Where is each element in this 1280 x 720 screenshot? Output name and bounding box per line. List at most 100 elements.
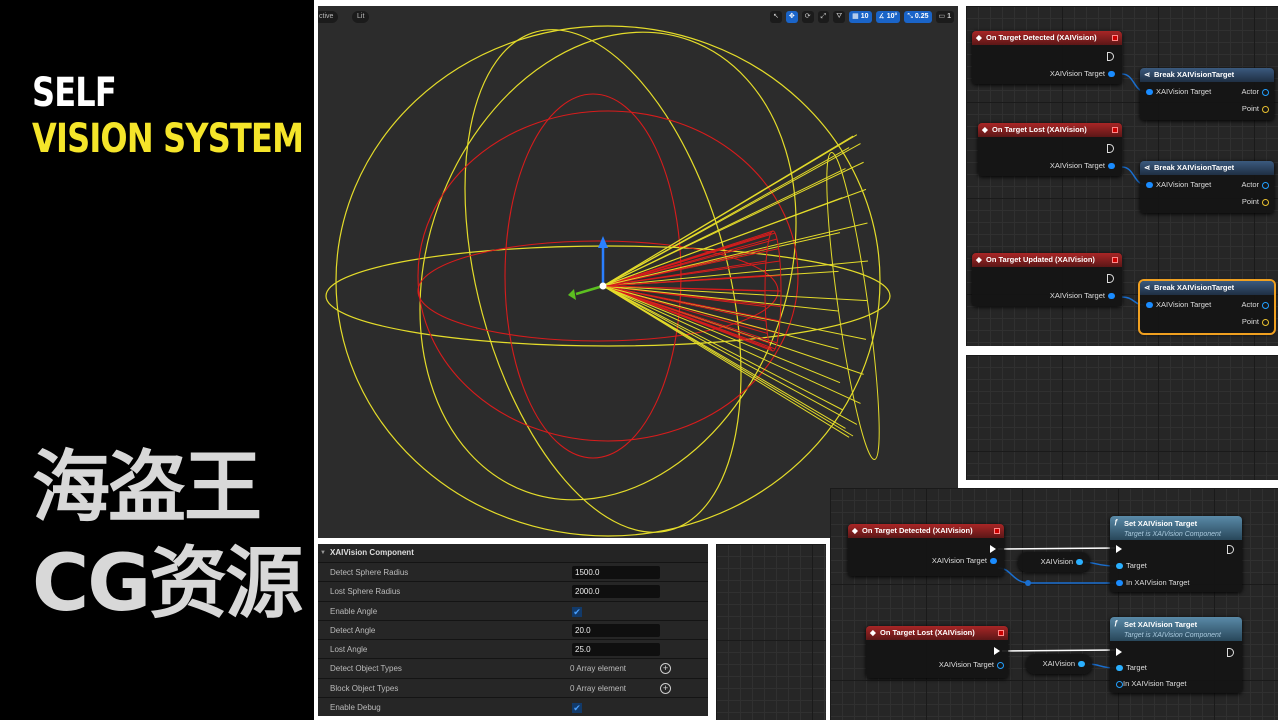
exec-in-pin-icon[interactable] [1116, 648, 1122, 657]
node-title: On Target Updated (XAIVision) [986, 255, 1095, 264]
pin-label: XAIVision Target [1156, 180, 1212, 189]
property-label: Enable Debug [330, 703, 381, 713]
add-element-icon[interactable]: + [660, 663, 671, 675]
event-icon: ◆ [870, 628, 876, 637]
rotate-tool-icon[interactable]: ⟳ [801, 11, 814, 23]
struct-pin-icon[interactable] [1108, 293, 1115, 300]
blueprint-graph-fragment[interactable] [716, 544, 826, 720]
delegate-pin-icon[interactable] [994, 528, 1000, 534]
property-label: Lost Angle [330, 645, 368, 655]
details-panel: ▼ XAIVision Component Detect Sphere Radiu… [318, 544, 708, 717]
lit-mode-button[interactable]: Lit [352, 11, 370, 23]
event-icon: ◆ [982, 125, 988, 134]
exec-out-pin-icon[interactable] [1227, 544, 1234, 554]
event-node[interactable]: ◆ On Target Updated (XAIVision) XAIVision… [972, 253, 1122, 306]
value-field[interactable]: 1500.0 [572, 566, 660, 579]
exec-out-pin-icon[interactable] [990, 545, 996, 554]
blueprint-graph-events[interactable]: ◆ On Target Detected (XAIVision) XAIVisio… [966, 6, 1278, 346]
struct-pin-icon[interactable] [1146, 89, 1153, 96]
title-line2: VISION SYSTEM [32, 116, 304, 162]
actor-pin-icon[interactable] [1262, 301, 1269, 309]
exec-out-pin-icon[interactable] [1227, 647, 1234, 657]
vector-pin-icon[interactable] [1262, 318, 1269, 326]
event-icon: ◆ [976, 255, 982, 264]
pin-label: XAIVision Target [1156, 300, 1212, 309]
variable-node-xaivision[interactable]: XAIVision [1018, 552, 1090, 572]
actor-pin-icon[interactable] [1262, 181, 1269, 189]
object-pin-icon[interactable] [1078, 661, 1085, 668]
node-title: Break XAIVisionTarget [1154, 283, 1235, 292]
exec-in-pin-icon[interactable] [1116, 545, 1122, 554]
value-field[interactable]: 25.0 [572, 643, 660, 657]
struct-pin-icon[interactable] [990, 558, 997, 565]
pin-label: Target [1126, 663, 1147, 672]
break-struct-node[interactable]: ⋖ Break XAIVisionTarget XAIVision Target … [1138, 279, 1276, 335]
node-title: On Target Lost (XAIVision) [880, 628, 975, 637]
viewport-mode-button[interactable]: ctive [318, 11, 339, 23]
checkbox[interactable]: ✔ [572, 703, 582, 714]
event-node-target-lost[interactable]: ◆ On Target Lost (XAIVision) XAIVision Ta… [866, 626, 1008, 678]
variable-label: XAIVision [1042, 659, 1075, 668]
struct-pin-icon[interactable] [1116, 680, 1123, 688]
node-title: On Target Lost (XAIVision) [992, 125, 1087, 134]
exec-out-pin-icon[interactable] [1107, 273, 1114, 283]
blueprint-graph-set-target[interactable]: ◆ On Target Detected (XAIVision) XAIVisio… [830, 488, 1278, 720]
viewport[interactable]: ctive Lit ↖ ✥ ⟳ ⤢ ⛛ ▦ 10 ∡ 10° ⤡ 0.25 ▭ … [318, 6, 958, 538]
property-label: Detect Sphere Radius [330, 568, 409, 577]
struct-pin-icon[interactable] [1146, 302, 1153, 309]
node-title: Set XAIVision Target [1124, 519, 1198, 528]
angle-snap-button[interactable]: ∡ 10° [875, 11, 901, 23]
pin-label: XAIVision Target [1156, 87, 1212, 96]
variable-node-xaivision[interactable]: XAIVision [1026, 654, 1092, 674]
struct-pin-icon[interactable] [1108, 163, 1115, 170]
add-element-icon[interactable]: + [660, 682, 671, 694]
set-target-node[interactable]: ƒ Set XAIVision Target Target is XAIVision… [1110, 516, 1242, 592]
delegate-pin-icon[interactable] [1112, 257, 1118, 263]
struct-pin-icon[interactable] [1146, 182, 1153, 189]
node-subtitle: Target is XAIVision Component [1124, 632, 1221, 639]
break-struct-node[interactable]: ⋖ Break XAIVisionTarget XAIVision Target … [1140, 68, 1274, 120]
struct-pin-icon[interactable] [1108, 71, 1115, 78]
collapse-arrow-icon[interactable]: ▼ [320, 550, 326, 556]
target-pin-icon[interactable] [1116, 563, 1123, 570]
event-node[interactable]: ◆ On Target Detected (XAIVision) XAIVisio… [972, 31, 1122, 84]
delegate-pin-icon[interactable] [1112, 35, 1118, 41]
struct-pin-icon[interactable] [997, 661, 1004, 669]
break-icon: ⋖ [1144, 70, 1151, 79]
event-node-target-detected[interactable]: ◆ On Target Detected (XAIVision) XAIVisio… [848, 524, 1004, 576]
surface-snap-icon[interactable]: ⛛ [833, 11, 846, 23]
pin-label: Point [1241, 317, 1259, 326]
scale-tool-icon[interactable]: ⤢ [817, 11, 830, 23]
struct-pin-icon[interactable] [1116, 580, 1123, 587]
set-target-node[interactable]: ƒ Set XAIVision Target Target is XAIVision… [1110, 617, 1242, 693]
exec-out-pin-icon[interactable] [1107, 143, 1114, 153]
select-tool-icon[interactable]: ↖ [770, 11, 782, 23]
property-row: Detect Angle 20.0 [318, 619, 708, 640]
blueprint-graph-empty[interactable] [966, 355, 1278, 480]
component-category-header[interactable]: ▼ XAIVision Component [318, 544, 708, 562]
delegate-pin-icon[interactable] [998, 630, 1004, 636]
actor-pin-icon[interactable] [1262, 88, 1269, 96]
value-field[interactable]: 20.0 [572, 623, 660, 637]
break-struct-node[interactable]: ⋖ Break XAIVisionTarget XAIVision Target … [1140, 161, 1274, 213]
checkbox[interactable]: ✔ [572, 606, 582, 617]
pin-label: XAIVision Target [1049, 291, 1105, 300]
pin-label: XAIVision Target [1049, 161, 1105, 170]
value-field[interactable]: 2000.0 [572, 585, 660, 599]
camera-speed-button[interactable]: ▭ 1 [935, 11, 954, 23]
vector-pin-icon[interactable] [1262, 105, 1269, 113]
delegate-pin-icon[interactable] [1112, 127, 1118, 133]
object-pin-icon[interactable] [1076, 559, 1083, 566]
move-tool-icon[interactable]: ✥ [785, 11, 798, 23]
exec-out-pin-icon[interactable] [1107, 51, 1114, 61]
scale-snap-button[interactable]: ⤡ 0.25 [904, 11, 932, 23]
target-pin-icon[interactable] [1116, 665, 1123, 672]
exec-out-pin-icon[interactable] [994, 647, 1000, 656]
node-title: On Target Detected (XAIVision) [986, 33, 1097, 42]
vector-pin-icon[interactable] [1262, 198, 1269, 206]
event-icon: ◆ [976, 33, 982, 42]
pin-label: XAIVision Target [931, 556, 987, 565]
grid-snap-button[interactable]: ▦ 10 [849, 11, 872, 23]
node-subtitle: Target is XAIVision Component [1124, 531, 1221, 538]
event-node[interactable]: ◆ On Target Lost (XAIVision) XAIVision Ta… [978, 123, 1122, 176]
